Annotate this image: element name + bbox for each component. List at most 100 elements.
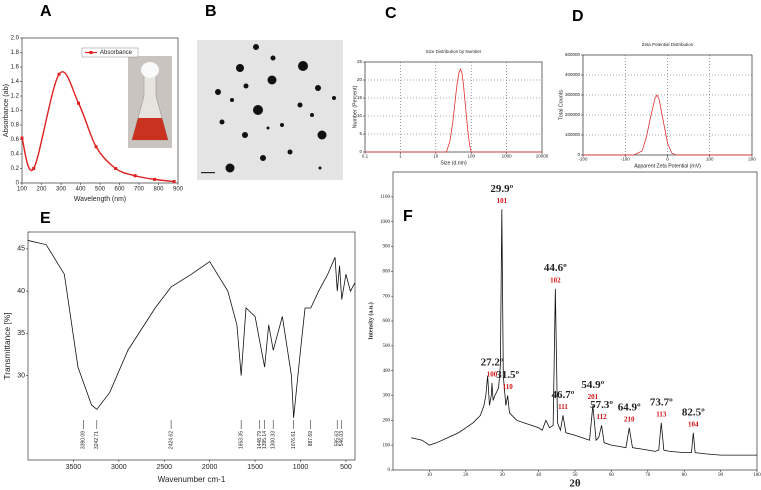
y-tick-label: 0 bbox=[577, 152, 580, 157]
peak-label: 3390.09 bbox=[81, 431, 87, 449]
y-tick-label: 1.0 bbox=[11, 108, 20, 114]
x-tick-label: 0.1 bbox=[362, 154, 369, 159]
y-tick-label: 5 bbox=[359, 131, 362, 136]
x-tick-label: 700 bbox=[134, 187, 145, 193]
panel-label: F bbox=[403, 208, 413, 225]
x-tick-label: 60 bbox=[609, 473, 615, 478]
x-tick-label: 1500 bbox=[247, 464, 263, 471]
data-line bbox=[27, 240, 356, 418]
x-tick-label: 400 bbox=[75, 187, 86, 193]
data-point bbox=[57, 72, 61, 76]
panel-label: D bbox=[572, 8, 584, 25]
x-tick-label: 100 bbox=[17, 187, 28, 193]
x-tick-label: 10 bbox=[433, 154, 439, 159]
plot-frame bbox=[364, 61, 543, 153]
x-tick-label: 50 bbox=[573, 473, 579, 478]
x-tick-label: 900 bbox=[173, 187, 184, 193]
x-tick-label: 3000 bbox=[111, 464, 127, 471]
y-tick-label: 30 bbox=[17, 372, 25, 379]
peak-label: 1448.79 bbox=[257, 431, 263, 449]
flask-photo bbox=[128, 56, 172, 148]
data-point bbox=[32, 167, 36, 170]
peak-label: 2424.62 bbox=[168, 431, 174, 449]
data-point bbox=[94, 145, 98, 149]
peak-hkl: 201 bbox=[588, 393, 599, 401]
y-tick-label: 0.8 bbox=[11, 123, 20, 129]
peak-angle: 46.7º bbox=[552, 389, 575, 401]
plot-frame bbox=[392, 171, 758, 471]
y-tick-label: 600 bbox=[383, 319, 391, 324]
peak-hkl: 112 bbox=[597, 413, 608, 421]
x-axis-label: Apparent Zeta Potential (mV) bbox=[634, 163, 701, 169]
data-point bbox=[20, 136, 24, 140]
legend-box bbox=[81, 47, 139, 58]
peak-angle: 73.7º bbox=[650, 396, 673, 408]
y-tick-label: 100000 bbox=[565, 132, 581, 137]
y-tick-label: 15 bbox=[357, 95, 363, 100]
x-tick-label: 500 bbox=[340, 464, 352, 471]
y-tick-label: 0 bbox=[16, 181, 20, 187]
legend-label: Absorbance bbox=[100, 50, 133, 56]
x-tick-label: 20 bbox=[463, 473, 469, 478]
x-axis-label: 2θ bbox=[569, 478, 581, 490]
chart: 0 5 10 15 20 25 0.1 1 10 100 1000 10000 Size Distrib… bbox=[352, 5, 548, 166]
data-line bbox=[583, 94, 752, 156]
x-axis-label: Wavenumber cm-1 bbox=[158, 475, 226, 484]
x-axis-label: Wavelength (nm) bbox=[74, 196, 126, 203]
y-tick-label: 1100 bbox=[380, 195, 390, 200]
x-tick-label: 1 bbox=[399, 154, 402, 159]
y-tick-label: 500000 bbox=[565, 52, 581, 57]
peak-hkl: 102 bbox=[550, 276, 561, 284]
x-tick-label: 80 bbox=[682, 473, 688, 478]
panel-label: C bbox=[385, 5, 397, 22]
x-tick-label: 300 bbox=[56, 187, 67, 193]
peak-hkl: 111 bbox=[558, 403, 568, 411]
y-axis-label: Total Counts bbox=[558, 90, 564, 120]
y-tick-label: 200 bbox=[383, 418, 391, 423]
peak-angle: 29.9º bbox=[490, 183, 513, 195]
x-tick-label: 90 bbox=[718, 473, 724, 478]
y-tick-label: 1000 bbox=[380, 220, 391, 225]
y-tick-label: 900 bbox=[383, 245, 391, 250]
y-tick-label: 500 bbox=[383, 344, 391, 349]
y-tick-label: 0 bbox=[388, 468, 391, 473]
data-point bbox=[114, 167, 118, 170]
x-tick-label: 10 bbox=[427, 473, 433, 478]
peak-hkl: 113 bbox=[656, 410, 667, 418]
y-tick-label: 400000 bbox=[565, 72, 581, 77]
peak-angle: 31.5º bbox=[496, 369, 519, 381]
chart: 0 100 200 300 400 500 600 700 800 900 1000 1100 10 20… bbox=[367, 171, 761, 490]
nanoparticles bbox=[215, 44, 336, 173]
peak-angle: 27.2º bbox=[481, 357, 504, 369]
panel-label: E bbox=[40, 210, 51, 227]
y-tick-label: 25 bbox=[357, 59, 363, 64]
peak-label: 546.03 bbox=[339, 431, 345, 447]
peak-hkl: 104 bbox=[688, 420, 699, 428]
x-tick-label: 200 bbox=[36, 187, 47, 193]
tem-image bbox=[197, 40, 343, 180]
y-tick-label: 1.2 bbox=[11, 94, 20, 100]
data-point bbox=[77, 101, 81, 105]
peak-hkl: 210 bbox=[624, 415, 635, 423]
legend-marker bbox=[89, 51, 93, 54]
flask-plug bbox=[141, 62, 159, 78]
y-tick-label: 300000 bbox=[565, 92, 581, 97]
peak-angle: 44.6º bbox=[544, 262, 567, 274]
y-tick-label: 700 bbox=[383, 294, 391, 299]
x-axis-label: Size (d.nm) bbox=[440, 160, 467, 166]
y-tick-label: 0.2 bbox=[11, 166, 20, 172]
x-tick-label: 600 bbox=[114, 187, 125, 193]
y-tick-label: 1.8 bbox=[11, 50, 20, 56]
x-tick-label: 100 bbox=[467, 154, 475, 159]
x-tick-label: -200 bbox=[578, 157, 588, 162]
peak-label: 595.63 bbox=[335, 431, 341, 447]
chart-title: Zeta Potential Distribution bbox=[642, 42, 694, 47]
data-point bbox=[133, 174, 137, 178]
x-tick-label: 3500 bbox=[66, 464, 82, 471]
x-tick-label: 100 bbox=[753, 473, 761, 478]
x-tick-label: 1000 bbox=[293, 464, 309, 471]
y-axis-label: Intensity (a.u.) bbox=[367, 302, 374, 340]
y-axis-label: Transmittance [%] bbox=[2, 312, 12, 379]
x-tick-label: 1000 bbox=[502, 154, 513, 159]
